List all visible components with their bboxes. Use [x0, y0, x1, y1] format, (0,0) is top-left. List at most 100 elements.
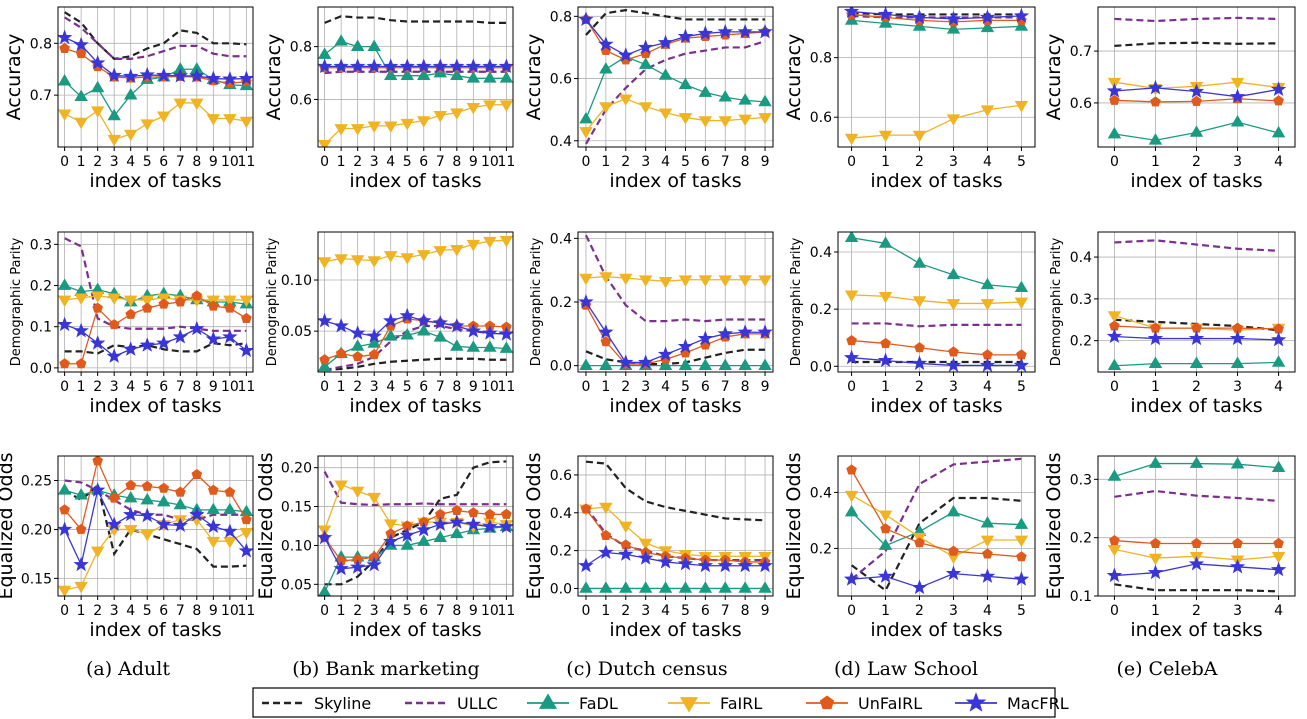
data-point-unfairl — [224, 486, 236, 497]
x-tick-label: 0 — [320, 603, 329, 619]
data-point-macfrl — [618, 47, 634, 62]
data-point-macfrl — [637, 550, 654, 565]
data-point-fairl — [400, 118, 414, 131]
series-line-unfairl — [324, 318, 507, 361]
data-point-fadl — [738, 581, 752, 593]
x-tick-label: 7 — [436, 154, 445, 170]
subplot-law-school-equalized-odds: 0 1 2 3 4 5 0.2 0.4 index of tasks Equalized Odds — [783, 452, 1036, 641]
x-tick-label: 1 — [601, 379, 610, 395]
x-tick-label: 11 — [237, 603, 255, 619]
x-tick-label: 2 — [1192, 379, 1201, 395]
data-point-macfrl — [637, 354, 654, 369]
data-point-fadl — [758, 358, 772, 370]
data-point-unfairl — [241, 312, 252, 323]
data-point-macfrl — [1270, 561, 1287, 577]
data-point-fadl — [912, 19, 927, 31]
data-point-macfrl — [1106, 567, 1123, 583]
data-point-unfairl — [1273, 95, 1284, 106]
x-tick-label: 8 — [741, 603, 750, 619]
x-tick-label: 3 — [110, 379, 119, 395]
series-line-ullc — [64, 16, 247, 60]
data-point-fadl — [417, 324, 431, 336]
data-point-fadl — [1107, 126, 1122, 139]
data-point-fairl — [223, 536, 237, 549]
x-tick-label: 3 — [641, 379, 650, 395]
data-point-fadl — [599, 358, 613, 370]
x-tick-label: 9 — [761, 603, 770, 619]
data-point-macfrl — [677, 338, 694, 354]
data-point-fairl — [140, 295, 154, 308]
data-point-unfairl — [335, 348, 347, 359]
data-point-fairl — [678, 275, 693, 287]
data-point-macfrl — [156, 516, 172, 532]
data-point-fadl — [483, 71, 497, 83]
data-point-unfairl — [158, 298, 170, 309]
data-point-macfrl — [205, 518, 222, 534]
data-point-unfairl — [914, 342, 925, 353]
y-tick-label: 0.8 — [290, 40, 312, 56]
data-point-macfrl — [156, 335, 172, 350]
data-point-fadl — [878, 236, 893, 248]
data-point-fairl — [878, 291, 893, 304]
data-point-fairl — [107, 134, 121, 147]
data-point-fadl — [318, 359, 332, 372]
x-tick-label: 1 — [601, 154, 610, 170]
data-point-fadl — [579, 111, 593, 124]
series-group — [318, 235, 513, 372]
data-point-fadl — [223, 502, 237, 515]
y-axis-label: Demographic Parity — [265, 237, 280, 366]
x-tick-label: 0 — [847, 379, 856, 395]
x-axis-label: index of tasks — [89, 395, 221, 417]
x-tick-label: 1 — [337, 379, 346, 395]
series-line-ullc — [851, 322, 1022, 328]
x-tick-label: 10 — [221, 379, 239, 395]
y-axis-label: Accuracy — [783, 34, 805, 121]
data-point-fairl — [718, 275, 732, 287]
data-point-unfairl — [158, 482, 170, 493]
data-point-macfrl — [449, 317, 465, 333]
data-point-fadl — [466, 71, 481, 83]
series-group — [58, 456, 253, 596]
series-line-skyline — [850, 496, 1022, 593]
y-tick-label: 0.10 — [281, 538, 312, 554]
data-point-fadl — [579, 358, 593, 370]
series-line-macfrl — [851, 572, 1022, 589]
data-point-fadl — [384, 329, 398, 341]
data-point-fairl — [466, 239, 481, 252]
data-point-fairl — [239, 528, 253, 540]
data-point-fadl — [157, 494, 171, 507]
data-point-fadl — [450, 68, 464, 81]
x-tick-label: 9 — [209, 379, 218, 395]
series-line-fadl — [324, 330, 507, 368]
series-line-macfrl — [851, 10, 1022, 20]
data-point-fadl — [912, 256, 927, 268]
data-point-macfrl — [737, 557, 753, 573]
x-axis-label: index of tasks — [349, 170, 481, 192]
subplot-law-school-demographic-parity: 0 1 2 3 4 5 0.0 0.2 0.4 index of tasks Demographic… — [789, 231, 1036, 417]
data-point-fadl — [124, 88, 138, 100]
series-line-ullc — [1114, 489, 1279, 503]
data-point-fadl — [1230, 457, 1245, 469]
data-point-fadl — [878, 538, 893, 550]
data-point-macfrl — [139, 66, 155, 82]
data-point-fadl — [483, 340, 497, 352]
data-point-fairl — [124, 525, 138, 537]
data-point-fairl — [90, 546, 105, 559]
data-point-fairl — [579, 127, 593, 139]
x-tick-label: 1 — [601, 603, 610, 619]
series-line-skyline — [324, 15, 507, 24]
data-point-macfrl — [757, 324, 773, 339]
data-point-fairl — [698, 116, 713, 128]
data-point-fairl — [124, 295, 138, 308]
data-point-fadl — [579, 581, 593, 593]
data-point-macfrl — [205, 330, 222, 346]
data-point-unfairl — [59, 358, 70, 369]
x-tick-label: 9 — [761, 154, 770, 170]
data-point-macfrl — [657, 346, 674, 362]
data-point-macfrl — [979, 9, 996, 24]
y-tick-label: 0.4 — [810, 485, 832, 501]
x-tick-label: 5 — [1017, 603, 1026, 619]
data-point-fadl — [107, 108, 121, 121]
x-tick-label: 0 — [581, 379, 590, 395]
legend-marker — [538, 693, 558, 709]
